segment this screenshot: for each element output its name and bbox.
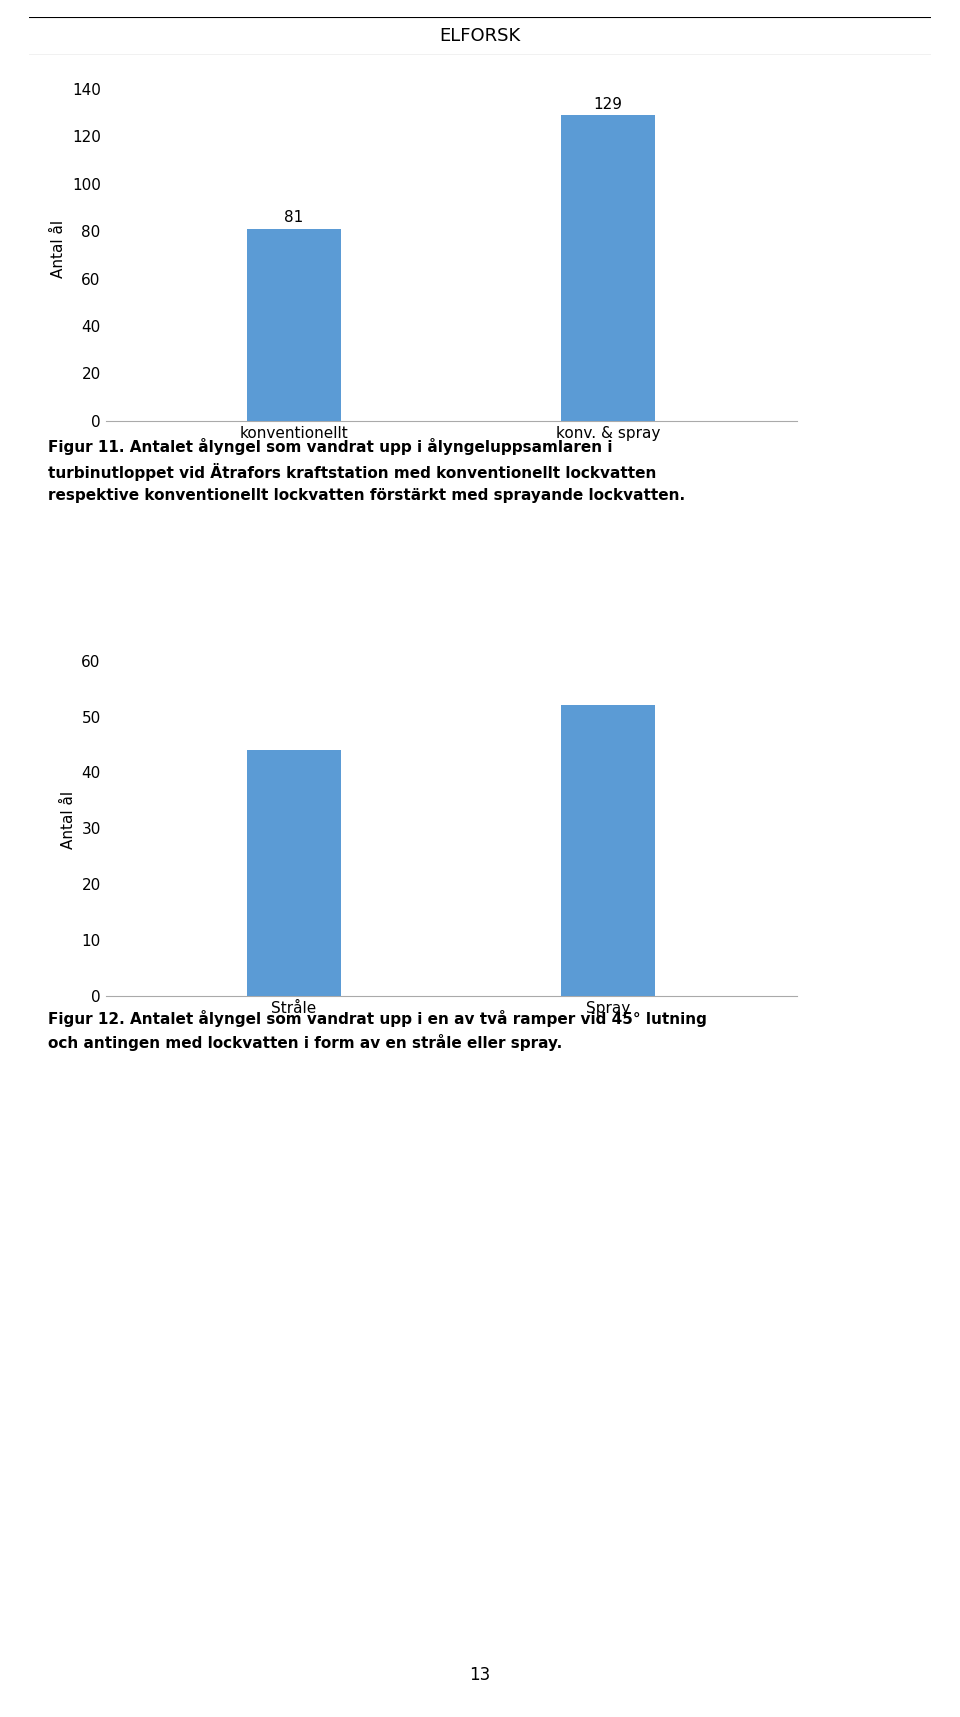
Text: 13: 13: [469, 1665, 491, 1684]
Bar: [562, 706, 656, 996]
Text: Figur 11. Antalet ålyngel som vandrat upp i ålyngeluppsamlaren i
turbinutloppet : Figur 11. Antalet ålyngel som vandrat up…: [48, 438, 685, 503]
Text: 81: 81: [284, 209, 303, 225]
Bar: [562, 115, 656, 421]
Text: ELFORSK: ELFORSK: [440, 27, 520, 45]
Text: 129: 129: [594, 96, 623, 112]
Text: Figur 12. Antalet ålyngel som vandrat upp i en av två ramper vid 45° lutning
och: Figur 12. Antalet ålyngel som vandrat up…: [48, 1010, 707, 1051]
Y-axis label: Antal ål: Antal ål: [51, 220, 66, 278]
Y-axis label: Antal ål: Antal ål: [60, 792, 76, 848]
Bar: [247, 228, 341, 421]
Bar: [247, 750, 341, 996]
